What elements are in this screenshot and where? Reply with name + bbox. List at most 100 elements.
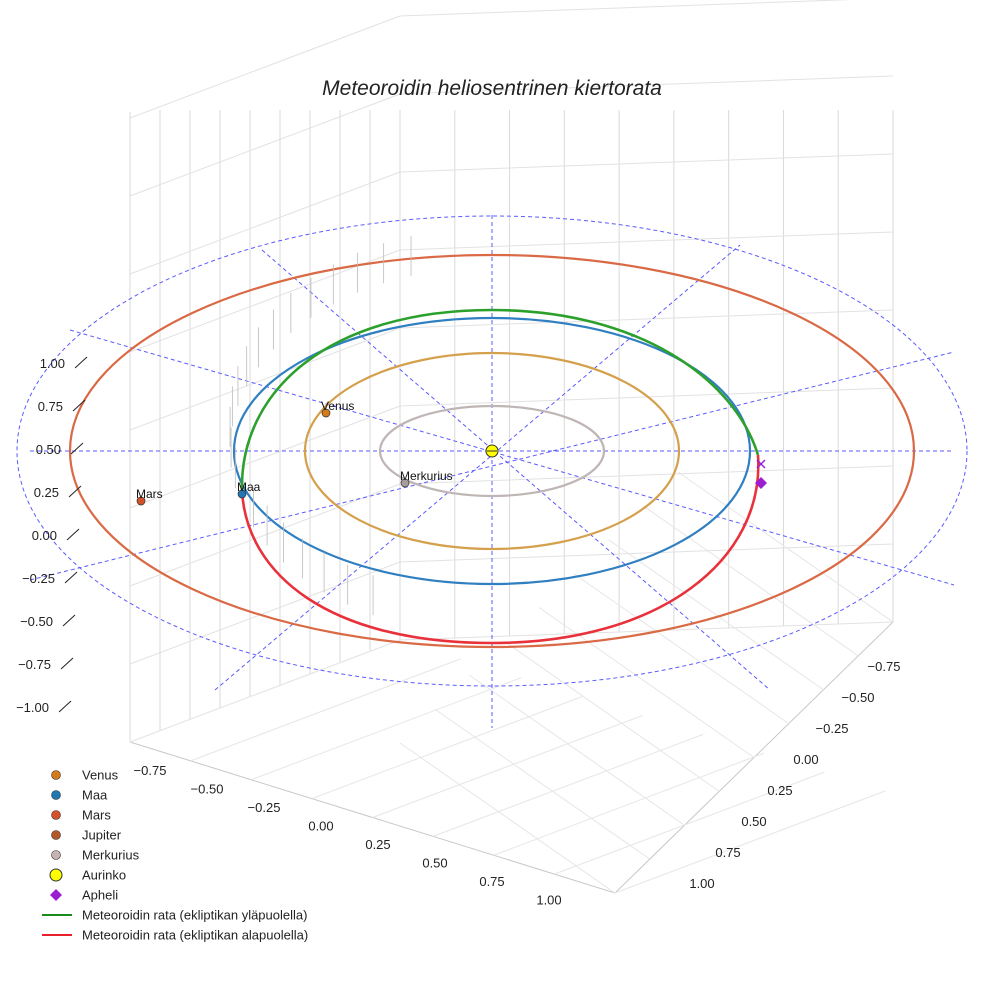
y-tick-label: −0.75 <box>868 659 901 674</box>
z-tick-label: −0.50 <box>20 614 53 629</box>
grid-line <box>372 715 643 818</box>
grid-line <box>677 471 894 623</box>
ecliptic-line <box>261 249 771 691</box>
grid-line <box>554 771 825 875</box>
grid-line <box>399 742 616 894</box>
z-tick-label: −1.00 <box>16 700 49 715</box>
grid-line <box>538 607 755 758</box>
planet-marker-maa <box>237 489 247 499</box>
grid-line <box>190 658 461 762</box>
planet-label: Venus <box>321 399 354 413</box>
legend-swatch <box>51 830 61 840</box>
legend-label: Apheli <box>82 888 118 903</box>
z-tick <box>66 528 80 541</box>
y-tick-label: 0.75 <box>715 845 740 860</box>
y-tick-label: 0.50 <box>741 814 766 829</box>
z-tick <box>58 700 72 713</box>
z-tick-label: −0.75 <box>18 657 51 672</box>
grid-line <box>434 708 651 860</box>
legend-swatch <box>51 810 61 820</box>
grid-line <box>608 539 824 691</box>
grid-line <box>614 790 886 894</box>
grid-line <box>399 75 894 95</box>
grid-line <box>399 231 894 251</box>
legend-swatch <box>50 889 62 901</box>
legend-label: Merkurius <box>82 848 140 863</box>
legend-label: Meteoroidin rata (ekliptikan yläpuolella… <box>82 908 307 923</box>
legend-label: Venus <box>82 768 119 783</box>
meteoroid-orbit-below <box>240 454 760 645</box>
aphelion-x-marker <box>756 459 766 469</box>
orbit-venus <box>303 351 681 551</box>
planet-marker-merkurius <box>400 478 410 488</box>
grid-line <box>642 505 859 657</box>
z-tick-label: 0.00 <box>32 528 57 543</box>
x-tick-label: −0.50 <box>191 782 224 797</box>
orbit-maa <box>232 316 752 586</box>
legend-label: Aurinko <box>82 868 126 883</box>
ecliptic-ring <box>16 215 968 687</box>
orbit-mars <box>68 253 916 649</box>
legend: Venus Maa Mars Jupiter Merkurius Aurinko Aphel… <box>42 768 308 943</box>
planet-marker-venus <box>321 408 331 418</box>
y-tick-label: 1.00 <box>689 876 714 891</box>
grid-line <box>251 677 522 781</box>
grid-line <box>399 0 852 17</box>
z-tick-label: 0.75 <box>38 399 63 414</box>
grid-line <box>129 249 401 353</box>
grid-line <box>129 561 401 665</box>
x-tick-label: −0.75 <box>134 763 167 778</box>
axis-ticks: 1.00 0.75 0.50 0.25 0.00 −0.25 −0.50 −0.75 −1.00… <box>16 356 900 908</box>
grid-line <box>129 639 401 743</box>
ecliptic-line <box>69 329 955 586</box>
y-tick-label: −0.25 <box>816 721 849 736</box>
grid-line <box>129 405 401 509</box>
x-tick-label: −0.25 <box>248 800 281 815</box>
x-tick-label: 0.75 <box>479 874 504 889</box>
z-tick-label: 0.25 <box>34 485 59 500</box>
grid-line <box>399 543 894 563</box>
z-tick <box>64 571 78 584</box>
chart-title: Meteoroidin heliosentrinen kiertorata <box>322 77 662 100</box>
legend-label: Mars <box>82 808 111 823</box>
grid-line <box>129 15 401 119</box>
grid-line <box>399 153 894 173</box>
legend-label: Meteoroidin rata (ekliptikan alapuolella… <box>82 928 308 943</box>
planet-label: Maa <box>237 480 261 494</box>
z-tick <box>70 442 84 455</box>
grid-line <box>129 327 401 431</box>
z-tick <box>62 614 76 627</box>
ecliptic-line <box>29 351 955 581</box>
grid-line <box>493 752 764 856</box>
x-tick-label: 1.00 <box>536 893 561 908</box>
z-tick-label: −0.25 <box>22 571 55 586</box>
z-tick-label: 1.00 <box>40 356 65 371</box>
grid-line <box>129 483 401 587</box>
x-tick-label: 0.25 <box>365 837 390 852</box>
legend-label: Jupiter <box>82 828 122 843</box>
planet-label: Merkurius <box>400 469 453 483</box>
markers: Venus Maa Mars Merkurius <box>136 399 767 506</box>
axis-grid <box>129 0 894 894</box>
grid-line <box>432 733 704 837</box>
planet-orbits <box>68 253 916 649</box>
meteoroid-orbit <box>229 235 760 645</box>
z-tick <box>68 485 82 498</box>
grid-line <box>129 171 401 275</box>
grid-line <box>503 640 720 792</box>
legend-swatch <box>51 850 61 860</box>
legend-swatch <box>51 770 61 780</box>
grid-line <box>311 696 583 800</box>
legend-swatch <box>51 790 61 800</box>
y-tick-label: 0.25 <box>767 783 792 798</box>
z-tick <box>74 356 88 369</box>
planet-label: Mars <box>136 487 163 501</box>
grid-line <box>399 309 894 329</box>
legend-swatch <box>49 868 63 882</box>
z-tick-label: 0.50 <box>36 442 61 457</box>
x-tick-label: 0.00 <box>308 819 333 834</box>
x-tick-label: 0.50 <box>422 856 447 871</box>
aphelion-marker <box>755 477 767 489</box>
grid-line <box>469 674 685 826</box>
